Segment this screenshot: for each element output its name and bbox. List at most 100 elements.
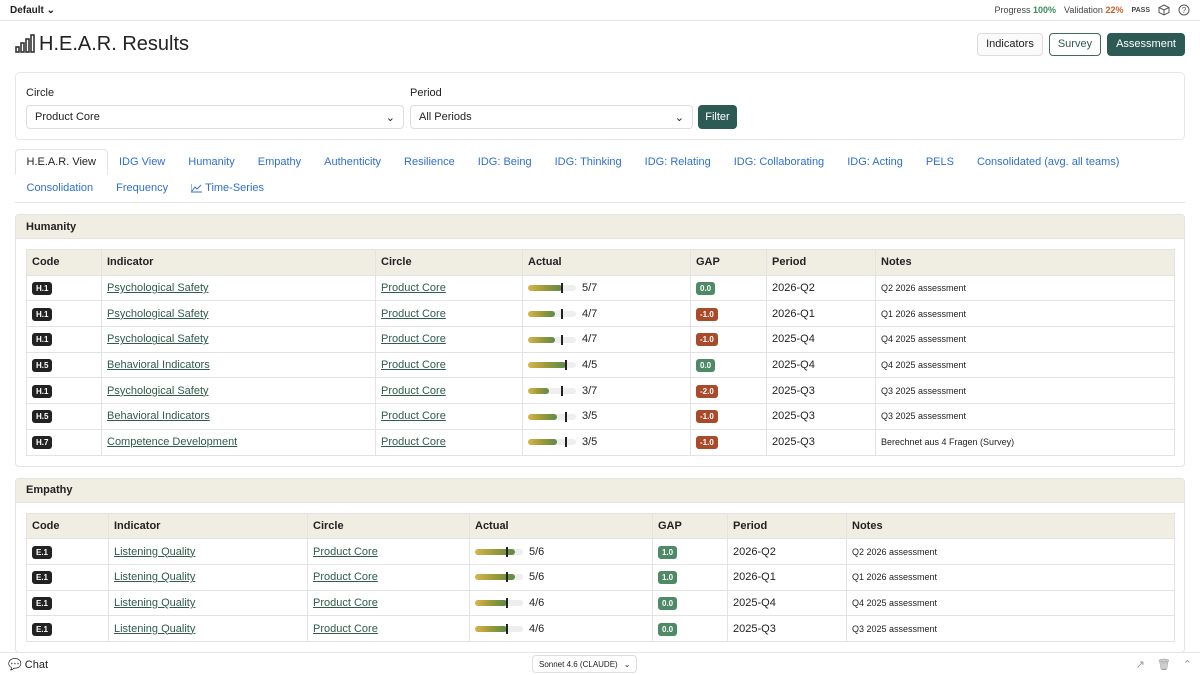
indicator-link[interactable]: Behavioral Indicators [107,410,210,423]
header-button[interactable]: Indicators [977,32,1043,56]
gap-badge: 1.0 [658,571,678,585]
page-title: H.E.A.R. Results [39,32,190,55]
cell: -2.0 [690,377,767,405]
circle-link[interactable]: Product Core [313,596,378,609]
header-button[interactable]: Assessment [1107,32,1185,56]
indicator-link[interactable]: Psychological Safety [107,282,209,295]
period: 2026-Q1 [727,563,847,591]
notes: Q4 2025 assessment [846,589,1175,617]
indicator-link[interactable]: Listening Quality [114,622,196,635]
header-button[interactable]: Survey [1048,32,1102,56]
tab[interactable]: IDG: Collaborating [722,149,836,175]
code-badge: E.1 [32,571,53,585]
indicator-link[interactable]: Psychological Safety [107,333,209,346]
score-bar [528,360,576,371]
tab[interactable]: IDG View [108,149,177,175]
circle-link[interactable]: Product Core [381,333,446,346]
tab[interactable]: Frequency [105,175,180,201]
circle-select[interactable]: Product Core ⌄ [26,105,404,129]
score-bar [475,623,523,634]
row: H.5 Behavioral Indicators Product Core 4/5 0… [26,351,1175,379]
tab[interactable]: PELS [914,149,965,175]
tab[interactable]: IDG: Acting [836,149,915,175]
model-select[interactable]: Sonnet 4.6 (CLAUDE) ⌄ [532,655,638,673]
workspace-select[interactable]: Default ⌄ [10,4,56,16]
header-buttons: Indicators Survey Assessment [977,32,1185,56]
section-title: Empathy [16,478,1184,503]
period: 2025-Q4 [766,351,876,379]
circle-link[interactable]: Product Core [381,384,446,397]
tab[interactable]: Consolidation [15,175,105,201]
circle-link[interactable]: Product Core [313,622,378,635]
column-header: Indicator [108,512,308,540]
content: Circle Product Core ⌄ Period All Periods ⌄… [0,72,1200,652]
circle-link[interactable]: Product Core [313,545,378,558]
circle-link[interactable]: Product Core [381,307,446,320]
score-fill [475,574,515,581]
target-marker [561,334,564,345]
indicator-link[interactable]: Behavioral Indicators [107,359,210,372]
gap-badge: -2.0 [696,384,718,398]
tab[interactable]: Time-Series [180,175,276,201]
cell: -1.0 [690,326,767,353]
indicator-link[interactable]: Listening Quality [114,571,196,584]
notes: Q1 2026 assessment [846,563,1175,591]
indicator-link[interactable]: Competence Development [107,436,238,449]
actual-label: 5/6 [529,571,545,584]
cell: H.1 [26,377,102,405]
tab[interactable]: IDG: Relating [633,149,722,175]
cell: Product Core [375,300,523,328]
indicator-link[interactable]: Listening Quality [114,596,196,609]
cell: Product Core [375,377,523,405]
trash-icon[interactable]: 🗑 [1156,658,1171,671]
gap-badge: -1.0 [696,333,718,347]
tab[interactable]: Resilience [393,149,467,175]
tab-label: Consolidation [26,182,94,194]
circle-link[interactable]: Product Core [313,571,378,584]
cube-icon[interactable] [1158,4,1170,16]
tab[interactable]: IDG: Thinking [543,149,633,175]
tab[interactable]: H.E.A.R. View [15,149,108,175]
tab[interactable]: Authenticity [313,149,393,175]
period: 2026-Q2 [766,274,876,302]
table: Code Indicator Circle Actual GAP Period Notes H… [26,249,1175,456]
score-bar [528,385,576,396]
collapse-icon[interactable]: ⌃ [1182,658,1192,671]
period-select[interactable]: All Periods ⌄ [410,105,693,129]
score-fill [528,310,556,317]
help-icon[interactable]: ? [1178,4,1190,16]
header-row: Code Indicator Circle Actual GAP Period Notes [26,512,1175,540]
cell: Product Core [307,589,470,617]
cell: 3/5 [522,428,691,456]
filter-button[interactable]: Filter [698,105,737,129]
tab[interactable]: IDG: Being [466,149,543,175]
tab-label: IDG: Acting [847,156,903,168]
cell: Product Core [375,274,523,302]
period: 2026-Q1 [766,300,876,328]
period-label: Period [410,87,442,99]
score-bar [475,572,523,583]
tab[interactable]: Empathy [246,149,312,175]
cell: Psychological Safety [101,300,376,328]
indicator-link[interactable]: Psychological Safety [107,384,209,397]
indicator-link[interactable]: Listening Quality [114,545,196,558]
notes: Q3 2025 assessment [875,377,1175,405]
circle-link[interactable]: Product Core [381,436,446,449]
target-marker [561,283,564,294]
circle-link[interactable]: Product Core [381,282,446,295]
cell: 4/6 [469,589,653,617]
circle-link[interactable]: Product Core [381,359,446,372]
tab[interactable]: Humanity [177,149,246,175]
tab[interactable]: Consolidated (avg. all teams) [965,149,1130,175]
actual-label: 5/7 [582,282,598,295]
gap-badge: 0.0 [696,282,716,296]
chat-button[interactable]: 💬 Chat [8,658,49,671]
open-icon[interactable]: ↗ [1135,658,1145,671]
code-badge: E.1 [32,622,53,636]
circle-link[interactable]: Product Core [381,410,446,423]
code-badge: H.1 [32,307,53,321]
chat-label: Chat [24,658,49,671]
column-header: Circle [307,512,470,540]
indicator-link[interactable]: Psychological Safety [107,307,209,320]
